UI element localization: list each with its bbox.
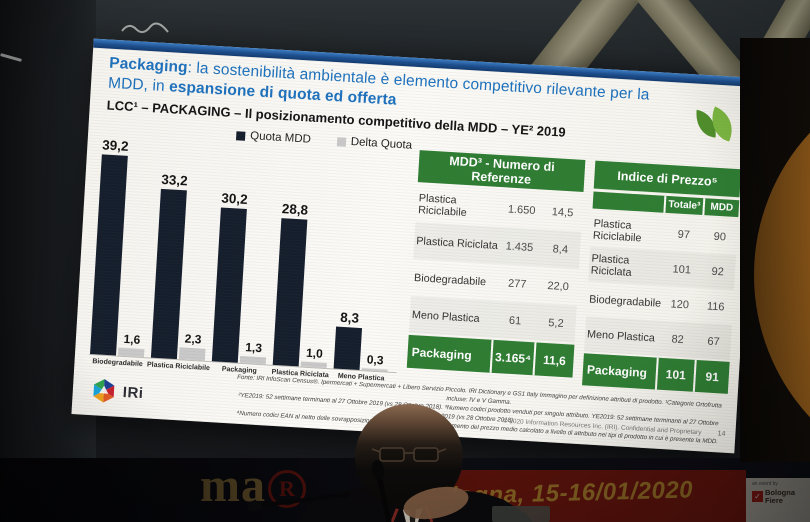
light-streak [0,53,22,62]
table-referenze-total-row: Packaging 3.165⁴ 11,6 [406,334,575,378]
row-value: 61 [508,314,522,327]
column-header-mdd: MDD [702,198,740,218]
table-prezzo: Indice di Prezzo⁵ Totale³ MDD Plastica R… [582,160,742,394]
sustainability-leaves-icon [695,105,741,144]
bar-group-3: 30,2 1,3 Packaging [211,139,282,375]
iri-logo: IRi [90,377,144,406]
delta-quota-bar [117,347,145,358]
bolognafiere-logo-icon: ✓ [752,491,763,503]
speaker-silhouette [296,404,532,522]
row-label: Biodegradabile [413,271,487,288]
ceiling-light-squiggle [121,22,169,33]
quota-mdd-value-label: 8,3 [339,309,360,326]
row-value: 1.435 [505,239,534,254]
right-pillar [740,38,810,462]
quota-mdd-value-label: 28,8 [281,201,309,218]
total-value: 101 [654,357,695,392]
presentation-slide: Packaging: la sostenibilità ambientale è… [71,38,757,454]
row-value: 92 [711,265,725,278]
delta-quota-value-label: 1,6 [123,331,141,347]
bar-chart-plot-area: 39,2 1,6 Biodegradabile 33,2 2,3 Plastica Ric… [88,131,410,382]
delta-quota-value-label: 1,0 [305,345,324,361]
delta-quota-bar [361,368,388,372]
podium-object [492,506,550,522]
row-label: Plastica Riciclabile [417,191,468,219]
delta-quota-value-label: 0,3 [366,352,384,368]
bar-group-1: 39,2 1,6 Biodegradabile [89,131,160,368]
row-value: 1.650 [507,203,536,217]
delta-quota-bar [300,361,327,369]
subheader-spacer [592,191,665,213]
bar-group-2: 33,2 2,3 Plastica Riciclabile [147,135,221,372]
table-row-meno-plastica: Meno Plastica 82 67 [584,316,732,360]
row-label: Plastica Riciclabile [592,217,642,244]
table-referenze: MDD³ - Numero di Referenze Plastica Rici… [406,150,586,378]
page-number: 14 [717,430,726,438]
row-label: Plastica Riciclata [590,252,632,279]
total-value: 91 [692,359,730,394]
row-label: Plastica Riciclata [415,234,499,252]
row-value: 120 [670,297,690,311]
bar-group-5: 8,3 0,3 Meno Plastica [333,146,404,382]
row-value: 277 [507,277,527,291]
row-value: 5,2 [548,316,564,330]
delta-quota-value-label: 2,3 [184,331,202,347]
organizer-card: an event by ✓ Bologna Fiere [746,478,810,522]
quota-mdd-value-label: 39,2 [101,137,129,154]
quota-mdd-bar-chart: 39,2 1,6 Biodegradabile 33,2 2,3 Plastica Ric… [88,131,410,382]
row-value: 90 [713,230,727,243]
table-prezzo-total-row: Packaging 101 91 [582,353,730,394]
row-value: 8,4 [552,242,569,256]
iri-logo-text: IRi [122,383,144,402]
row-value: 22,0 [547,279,570,293]
delta-quota-bar [239,355,267,365]
glasses-icon [371,447,447,462]
table-prezzo-body: Plastica Riciclabile 97 90 Plastica Ricicla… [584,212,738,360]
delta-quota-bar [178,347,206,361]
quota-mdd-value-label: 33,2 [160,171,189,189]
row-value: 82 [671,332,685,346]
row-label: Biodegradabile [588,292,662,310]
pillar-shade [740,38,810,462]
delta-quota-value-label: 1,3 [244,340,263,356]
total-value: 11,6 [532,342,575,378]
row-value: 116 [706,299,725,314]
iri-logo-icon [93,379,115,403]
row-value: 67 [707,335,721,348]
row-value: 14,5 [551,205,574,219]
quota-mdd-bar [272,218,308,367]
quota-mdd-value-label: 30,2 [220,190,249,208]
table-prezzo-header: Indice di Prezzo⁵ [593,160,742,198]
row-label: Meno Plastica [586,327,656,344]
total-label: Packaging [406,334,492,373]
total-value: 3.165⁴ [489,339,535,376]
row-value: 101 [672,262,692,276]
total-label: Packaging [582,353,657,390]
title-lead: Packaging [108,54,189,77]
bar-group-4: 28,8 1,0 Plastica Riciclata [271,142,343,379]
row-label: Meno Plastica [411,308,480,325]
organizer-name: Bologna Fiere [765,488,795,505]
row-value: 97 [677,228,691,241]
column-header-totale: Totale³ [663,195,704,216]
table-referenze-body: Plastica Riciclabile 1.650 14,5 Plastica Ri… [408,185,583,343]
quota-mdd-bar [90,154,128,356]
organizer-note: an event by [752,481,778,487]
